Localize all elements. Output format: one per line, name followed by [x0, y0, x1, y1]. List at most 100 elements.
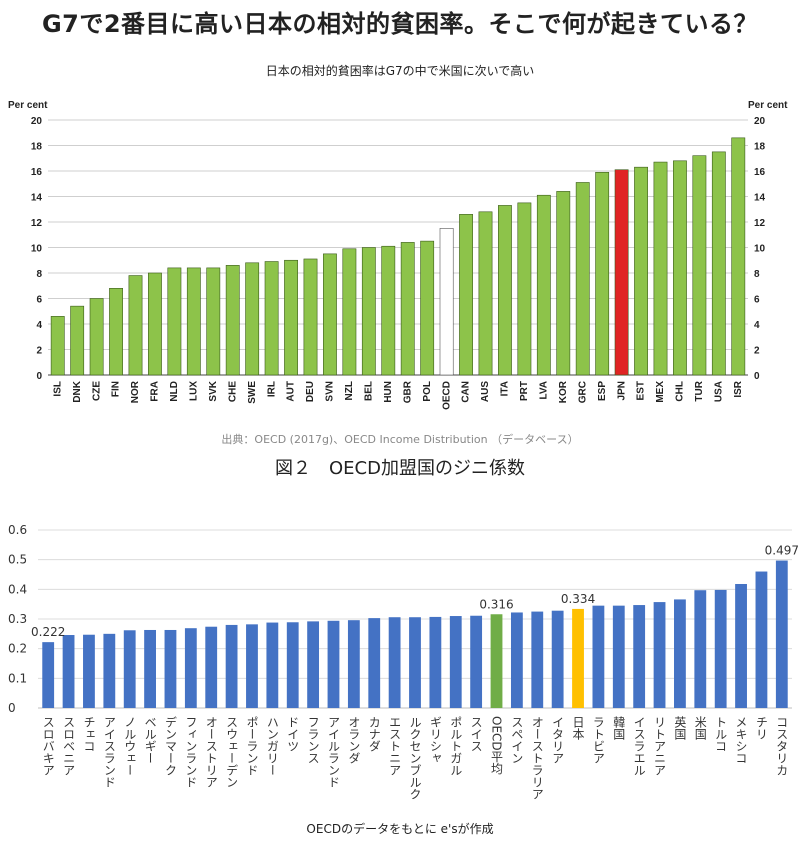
chart1-y-tick-right: 16 [754, 167, 766, 178]
chart2-x-label: ギリシャ [428, 716, 442, 764]
chart2-x-label: オーストラリア [530, 716, 544, 800]
chart1-x-label: KOR [558, 380, 569, 403]
chart1-y-tick-right: 6 [754, 295, 760, 306]
chart2-x-label: アイスランド [102, 716, 116, 788]
chart1-y-tick-left: 4 [36, 320, 42, 331]
chart2-y-tick: 0.2 [8, 642, 27, 656]
chart2-bar [551, 610, 564, 708]
chart2-x-label: チリ [754, 716, 768, 740]
chart1-y-tick-left: 6 [36, 295, 42, 306]
chart1-x-label: ISR [733, 380, 744, 397]
chart1-left-axis-label: Per cent [8, 100, 48, 111]
chart2-data-label: 0.334 [561, 592, 595, 606]
chart1-x-label: DNK [72, 380, 83, 402]
chart1-bar-prt [517, 202, 532, 376]
chart1-bar-can [459, 214, 473, 376]
chart1-y-tick-left: 8 [36, 269, 42, 280]
chart2-bar [510, 612, 523, 708]
chart1-x-label: NZL [344, 381, 355, 400]
chart1-y-tick-right: 8 [754, 269, 760, 280]
chart1-bar-est [634, 166, 648, 376]
chart2-x-label: スロバキア [41, 716, 55, 776]
chart2-bar [572, 608, 584, 708]
chart2-data-labels: 0.222 0.316 0.334 0.497 [31, 544, 799, 640]
chart1-bar-kor [556, 191, 571, 376]
chart1-bar-pol [420, 240, 435, 376]
chart2-x-label: トルコ [714, 716, 728, 752]
chart1-y-tick-right: 10 [754, 244, 766, 255]
chart2-bar [653, 602, 666, 708]
chart1-bar-aut [284, 259, 298, 376]
chart2-x-label: スウェーデン [225, 716, 239, 788]
chart1-x-label: NLD [169, 381, 180, 402]
chart1-bar-irl [264, 261, 279, 376]
chart1-x-label: SVK [208, 380, 219, 401]
chart2-x-label: チェコ [82, 716, 96, 752]
chart1-x-label: FIN [111, 381, 122, 397]
chart1-x-label: TUR [694, 380, 705, 401]
chart1-y-tick-right: 20 [754, 116, 766, 127]
chart2-bars [42, 560, 788, 708]
chart1-bar-tur [692, 155, 707, 376]
chart2-x-label: 米国 [693, 716, 707, 740]
chart1-x-label: POL [422, 381, 433, 402]
chart2-x-label: エストニア [388, 716, 402, 776]
chart1-x-label: CHE [227, 381, 238, 402]
chart1-bar-isr [731, 137, 746, 376]
chart1-y-tick-right: 18 [754, 142, 766, 153]
chart2-x-label: ルクセンブルク [408, 716, 422, 800]
chart2-x-label: コスタリカ [775, 716, 789, 776]
chart1-x-label: LVA [538, 381, 549, 400]
chart1-bar-gbr [400, 242, 415, 376]
chart2-bar [42, 642, 55, 708]
chart2-bar [449, 616, 462, 708]
chart2-x-label: ハンガリー [265, 716, 279, 776]
chart2-bar [225, 624, 238, 708]
chart1-y-tick-left: 0 [36, 371, 42, 382]
chart1-bar-fin [109, 288, 123, 376]
chart2-bar [694, 590, 707, 708]
chart2-bar [368, 618, 381, 708]
chart1-y-tick-left: 18 [31, 142, 43, 153]
chart1-x-label: GRC [577, 381, 588, 403]
chart1-x-label: JPN [616, 381, 627, 400]
chart2-x-label: アイルランド [326, 716, 340, 788]
chart2-y-tick: 0.5 [8, 553, 27, 567]
chart1-x-label: NOR [130, 380, 141, 403]
chart1-x-label: GBR [402, 380, 413, 403]
chart2-y-tick: 0.1 [8, 671, 27, 685]
chart2-bar [103, 633, 116, 708]
chart1-x-label: EST [636, 381, 647, 400]
chart2-bar [327, 620, 340, 708]
chart2-x-label: 日本 [571, 716, 585, 741]
chart2-bar [205, 626, 218, 708]
chart1-bar-svk [206, 267, 221, 376]
chart2-bar [246, 624, 258, 708]
chart2-bar [735, 583, 747, 708]
chart1-bar-svn [323, 253, 337, 376]
chart1-x-label: CAN [461, 381, 472, 403]
chart2-x-label: イスラエル [632, 716, 646, 776]
chart1-x-label: AUS [480, 381, 491, 402]
chart2-x-label: ポーランド [245, 716, 259, 776]
chart2-bar [470, 615, 483, 708]
chart1-bar-mex [653, 161, 668, 376]
chart2-bar [592, 605, 605, 708]
chart1-bar-lux [186, 267, 201, 376]
chart2-bar [612, 605, 625, 708]
chart1-bar-fra [148, 272, 162, 376]
chart1-x-label: MEX [655, 381, 666, 403]
chart2-x-label: スロベニア [62, 716, 76, 776]
chart1-y-tick-left: 2 [36, 346, 42, 357]
chart2-bar [674, 599, 686, 708]
chart1-x-label: LUX [188, 381, 199, 401]
chart1-x-label: ISL [52, 381, 63, 397]
chart1-x-label: AUT [286, 381, 297, 402]
chart1-y-tick-left: 16 [31, 167, 43, 178]
chart2-x-label: ノルウェー [123, 716, 137, 776]
chart1-x-label: SWE [247, 381, 258, 404]
chart1-x-label: DEU [305, 381, 316, 402]
chart1-bar-chl [673, 160, 687, 376]
chart2-x-label: ドイツ [286, 716, 300, 752]
chart1-y-tick-right: 2 [754, 346, 760, 357]
